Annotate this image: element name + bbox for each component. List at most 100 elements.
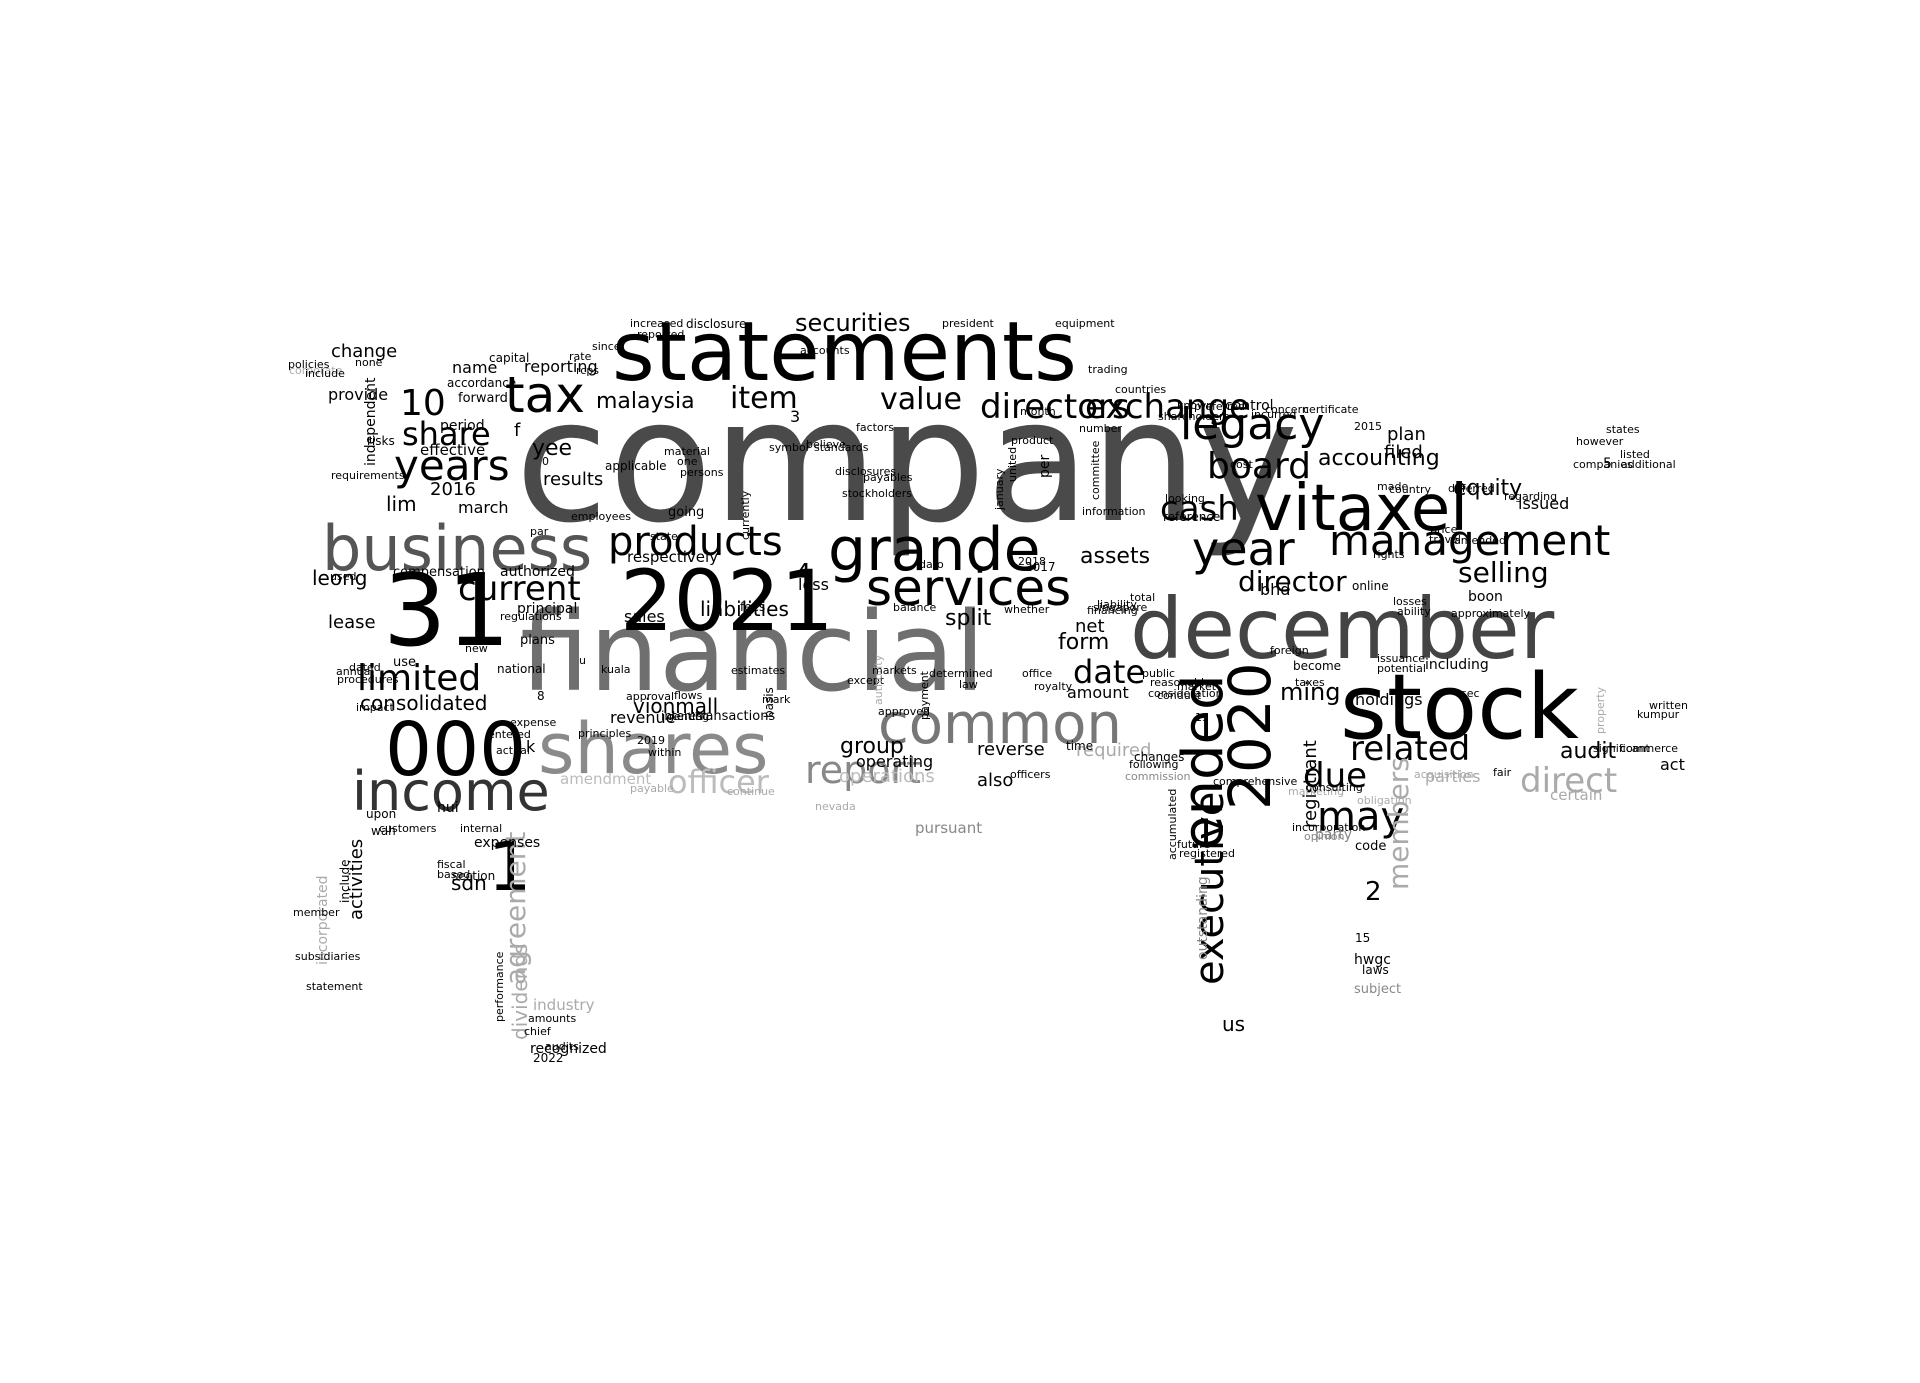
word-cloud-term: employees [571, 510, 631, 523]
word-cloud-term: loss [798, 575, 829, 594]
word-cloud-term: value [880, 382, 962, 417]
word-cloud-term: parties [1425, 767, 1480, 786]
word-cloud-term: issued [1518, 494, 1569, 513]
word-cloud-term: financing [1087, 604, 1138, 617]
word-cloud-term: pursuant [915, 819, 982, 837]
word-cloud-term: order [0, 0, 30, 3]
word-cloud-term: none [355, 356, 383, 369]
word-cloud-term: acquisition [1414, 768, 1474, 781]
word-cloud-term: limited [357, 658, 481, 699]
word-cloud-term: reasonable [1150, 676, 1211, 689]
word-cloud-term: rights [1373, 548, 1405, 561]
word-cloud-term: registered [1179, 847, 1235, 860]
word-cloud-term: annual [336, 665, 373, 678]
word-cloud-term: principal [517, 601, 577, 617]
word-cloud-term: countries [1115, 383, 1166, 396]
word-cloud-term: us [1222, 1012, 1245, 1036]
word-cloud-term: law [959, 678, 978, 691]
word-cloud-term: significant [1593, 742, 1650, 755]
word-cloud-term: symbol [769, 441, 809, 454]
word-cloud-term: 2016 [430, 479, 476, 500]
word-cloud-term: determined [929, 667, 993, 680]
word-cloud-term: deferred [1448, 482, 1495, 495]
word-cloud-term: corporate [289, 364, 343, 377]
word-cloud-term: audits [545, 1040, 579, 1053]
word-cloud-term: travel [1429, 533, 1461, 546]
word-cloud-term: march [458, 498, 509, 517]
word-cloud-term: losses [1393, 595, 1427, 608]
word-cloud-term: basis [762, 687, 776, 718]
word-cloud-term: compensation [393, 565, 485, 580]
word-cloud-term: commission [1125, 770, 1191, 783]
word-cloud-term: principles [578, 727, 631, 740]
word-cloud-term: years [394, 441, 510, 490]
word-cloud-term: impact [356, 701, 395, 714]
word-cloud-term: 5 [1603, 456, 1612, 472]
word-cloud-term: selling [1458, 556, 1549, 589]
word-cloud-term: grande [828, 515, 1041, 585]
word-cloud-term: approximately [1451, 607, 1531, 620]
word-cloud-term: share [402, 415, 491, 453]
word-cloud-term: reference [1163, 510, 1220, 524]
word-cloud-term: flows [674, 689, 703, 702]
word-cloud-term: also [977, 770, 1013, 791]
word-cloud-term: month [1020, 405, 1056, 418]
word-cloud-term: country [1389, 483, 1432, 496]
word-cloud-term: changes [1134, 750, 1184, 764]
word-cloud-term: rate [569, 350, 592, 363]
word-cloud-term: members [1382, 757, 1415, 890]
word-cloud-term: laws [1362, 963, 1389, 977]
word-cloud-term: vitaxel [1255, 472, 1468, 546]
word-cloud-term: code [1355, 839, 1386, 854]
word-cloud-term: continue [727, 785, 775, 798]
word-cloud-term: may [1317, 794, 1404, 840]
word-cloud-term: january [993, 468, 1006, 511]
word-cloud-term: office [1022, 667, 1052, 680]
word-cloud-term: marketing [1288, 785, 1344, 798]
word-cloud-term: equity [1453, 476, 1522, 501]
word-cloud-term: trading [1088, 363, 1128, 376]
word-cloud-term: name [452, 358, 497, 377]
word-cloud-term: group [840, 734, 904, 759]
word-cloud-term: statements [612, 305, 1077, 400]
word-cloud-term: dividends [508, 944, 532, 1040]
word-cloud-term: shareholders [1158, 410, 1230, 423]
word-cloud-term: include [305, 367, 345, 380]
word-cloud-term: plans [520, 633, 555, 648]
word-cloud-term: consolidated [360, 691, 487, 715]
word-cloud-term: committee [1089, 440, 1102, 500]
word-cloud-term: currently [739, 490, 752, 540]
word-cloud-term: item [730, 381, 798, 416]
word-cloud-term: statement [306, 980, 363, 993]
word-cloud-term: revenue [610, 708, 676, 727]
word-cloud-term: performance [493, 951, 506, 1022]
word-cloud-term: actual [496, 744, 530, 757]
word-cloud-term: provide [328, 385, 388, 404]
word-cloud-term: current [458, 569, 581, 609]
word-cloud-term: fiscal [437, 858, 466, 871]
word-cloud-term: audit [1560, 739, 1617, 764]
word-cloud-term: material [664, 445, 710, 458]
word-cloud-term: tax [505, 366, 585, 424]
word-cloud-term: 0 [542, 455, 549, 468]
word-cloud-term: vionmall [633, 694, 718, 718]
word-cloud-term: report [805, 748, 921, 792]
word-cloud-term: 8 [537, 689, 545, 703]
word-cloud-term: expenses [474, 835, 540, 851]
word-cloud-term: genting [667, 710, 709, 723]
word-cloud-term: issuance [1377, 652, 1425, 665]
word-cloud-term: control [1225, 398, 1274, 414]
word-cloud-term: become [1293, 659, 1341, 673]
word-cloud-term: 2020 [1216, 662, 1284, 810]
word-cloud-term: listed [1620, 448, 1650, 461]
word-cloud-term: dato [919, 558, 944, 571]
word-cloud-term: persons [680, 466, 724, 479]
word-cloud-term: transactions [695, 709, 775, 724]
word-cloud-term: yee [532, 436, 572, 461]
word-cloud-term: 15 [1355, 931, 1370, 945]
word-cloud-term: concern [1265, 403, 1309, 416]
word-cloud-term: used [330, 570, 356, 583]
word-cloud-term: approval [626, 690, 674, 703]
word-cloud-term: 2018 [1018, 555, 1046, 568]
